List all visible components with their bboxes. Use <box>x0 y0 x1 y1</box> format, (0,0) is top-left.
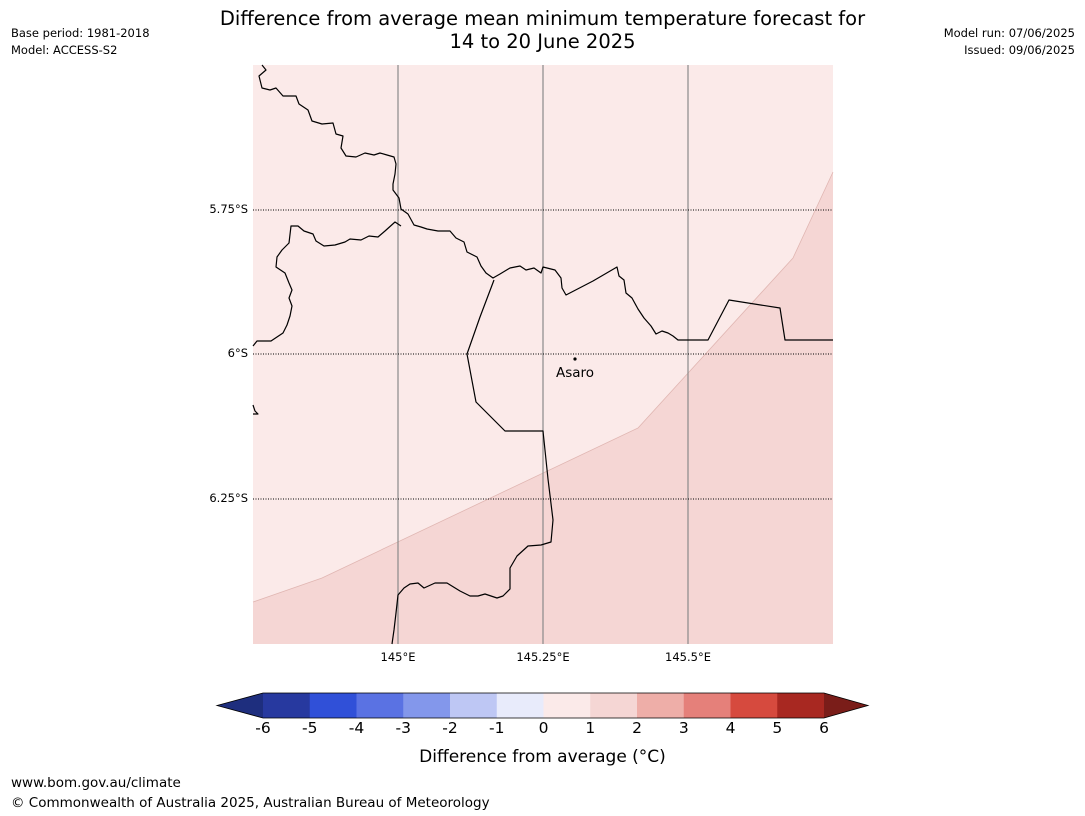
issued-date: Issued: 09/06/2025 <box>964 43 1075 57</box>
chart-title: Difference from average mean minimum tem… <box>0 7 1085 53</box>
footer-copyright: © Commonwealth of Australia 2025, Austra… <box>11 795 490 811</box>
lon-label-145-5: 145.5°E <box>665 650 711 664</box>
boundary-west-stub <box>252 404 259 415</box>
colorbar-swatch <box>309 693 357 718</box>
colorbar-tick-label: 6 <box>819 719 829 737</box>
colorbar-swatch <box>543 693 591 718</box>
lon-label-145-25: 145.25°E <box>516 650 570 664</box>
lat-label-6-25: 6.25°S <box>209 491 248 505</box>
colorbar <box>215 692 870 719</box>
colorbar-outline <box>215 692 870 719</box>
colorbar-swatch <box>637 693 685 718</box>
base-period: Base period: 1981-2018 <box>11 26 150 40</box>
colorbar-tick-label: 5 <box>772 719 783 737</box>
colorbar-tick-label: -3 <box>395 719 411 737</box>
colorbar-tick-label: -5 <box>302 719 318 737</box>
colorbar-tick-label: -6 <box>255 719 271 737</box>
meta-right: Model run: 07/06/2025 Issued: 09/06/2025 <box>944 25 1075 59</box>
colorbar-tick-label: -4 <box>348 719 365 737</box>
colorbar-under-arrow <box>217 693 263 718</box>
model-run: Model run: 07/06/2025 <box>943 26 1075 40</box>
boundary-north <box>258 64 833 341</box>
town-marker-asaro <box>573 357 577 361</box>
colorbar-swatch <box>403 693 451 718</box>
colorbar-swatch <box>496 693 544 718</box>
colorbar-tick-label: 4 <box>725 719 736 737</box>
colorbar-swatch <box>730 693 778 718</box>
boundary-west-loop <box>252 221 402 347</box>
footer-url: www.bom.gov.au/climate <box>11 775 181 791</box>
place-label-asaro: Asaro <box>556 365 595 381</box>
title-line-2: 14 to 20 June 2025 <box>449 30 636 53</box>
colorbar-label: Difference from average (°C) <box>419 747 666 767</box>
lat-label-5-75: 5.75°S <box>209 202 248 216</box>
colorbar-swatch <box>263 693 311 718</box>
title-line-1: Difference from average mean minimum tem… <box>219 7 866 30</box>
colorbar-tick-label: 0 <box>538 719 549 737</box>
meta-left: Base period: 1981-2018 Model: ACCESS-S2 <box>11 25 150 59</box>
colorbar-over-arrow <box>824 693 868 718</box>
contour-line <box>252 171 834 603</box>
colorbar-swatch <box>356 693 404 718</box>
colorbar-tick-label: 2 <box>632 719 642 737</box>
colorbar-swatch <box>450 693 498 718</box>
province-boundaries <box>252 64 833 645</box>
boundary-central <box>391 279 554 645</box>
colorbar-tick-label: 1 <box>585 719 596 737</box>
colorbar-tick-label: -1 <box>489 719 505 737</box>
colorbar-swatch <box>777 693 825 718</box>
colorbar-swatch <box>590 693 638 718</box>
colorbar-swatch <box>683 693 731 718</box>
colorbar-tick-label: -2 <box>442 719 458 737</box>
model-name: Model: ACCESS-S2 <box>11 43 118 57</box>
lon-label-145: 145°E <box>380 650 416 664</box>
lat-label-6: 6°S <box>227 346 248 360</box>
colorbar-tick-label: 3 <box>678 719 689 737</box>
